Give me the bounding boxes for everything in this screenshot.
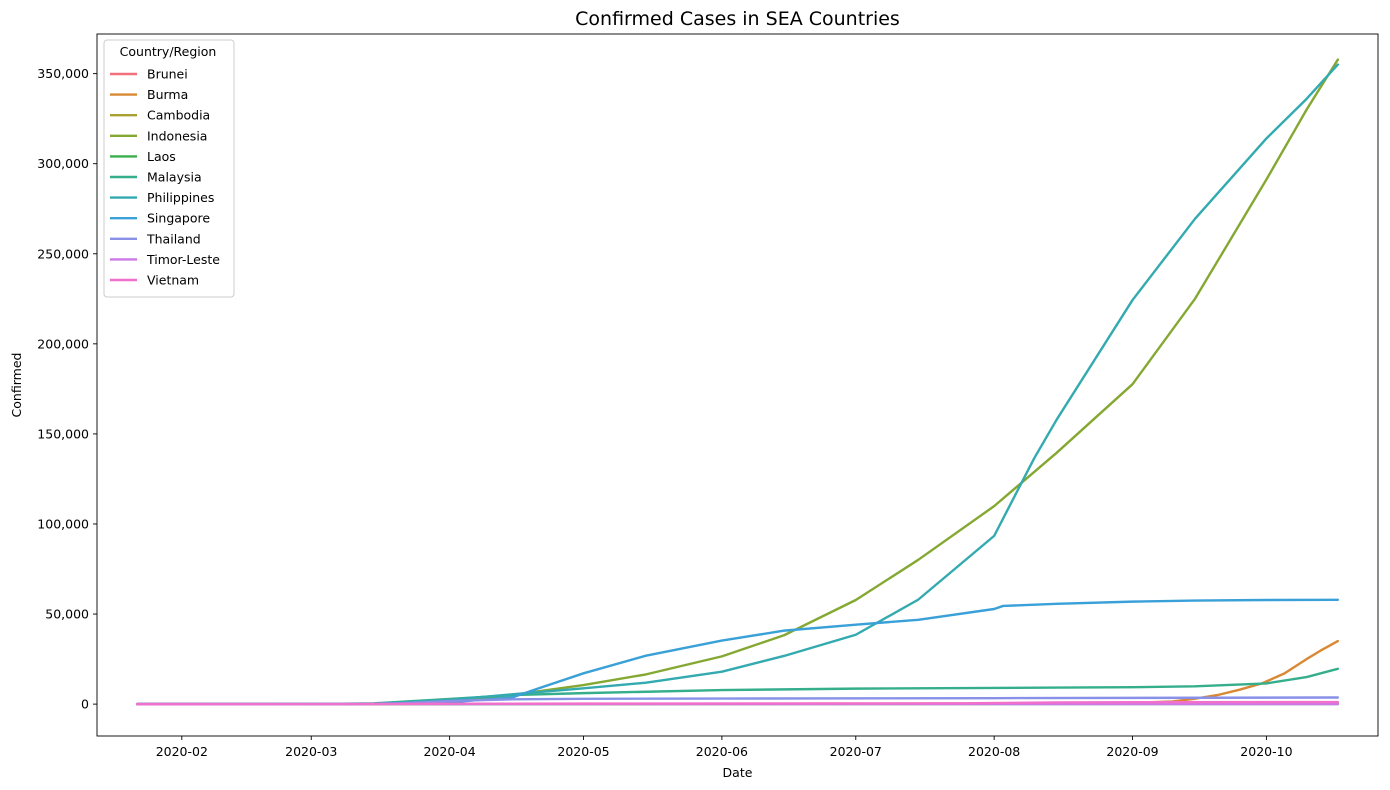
y-tick-label: 250,000 — [37, 246, 89, 261]
x-tick-label: 2020-08 — [968, 744, 1020, 759]
legend-frame — [103, 39, 235, 298]
x-tick-label: 2020-09 — [1106, 744, 1158, 759]
x-tick-label: 2020-04 — [423, 744, 475, 759]
x-tick-label: 2020-07 — [830, 744, 882, 759]
y-tick-label: 100,000 — [37, 516, 89, 531]
series-line-indonesia — [135, 58, 1340, 706]
legend-label-philippines: Philippines — [147, 190, 214, 205]
legend-label-laos: Laos — [147, 149, 176, 164]
x-tick-label: 2020-10 — [1240, 744, 1292, 759]
legend-label-vietnam: Vietnam — [147, 273, 199, 288]
chart-title: Confirmed Cases in SEA Countries — [575, 8, 900, 30]
x-tick-label: 2020-03 — [285, 744, 337, 759]
series-line-singapore — [135, 598, 1340, 706]
legend-label-indonesia: Indonesia — [147, 128, 207, 143]
legend-label-brunei: Brunei — [147, 67, 188, 82]
legend-label-timor-leste: Timor-Leste — [146, 252, 220, 267]
legend-label-thailand: Thailand — [146, 231, 201, 246]
plot-frame — [96, 33, 1379, 737]
y-axis-label: Confirmed — [9, 353, 24, 418]
x-tick-label: 2020-02 — [156, 744, 208, 759]
plot-area — [96, 33, 1379, 737]
x-axis-label: Date — [723, 765, 753, 780]
series-line-philippines — [135, 63, 1340, 706]
series-lines — [135, 58, 1340, 706]
y-tick-label: 150,000 — [37, 426, 89, 441]
x-tick-label: 2020-06 — [696, 744, 748, 759]
legend-label-cambodia: Cambodia — [147, 108, 210, 123]
y-tick-label: 50,000 — [45, 607, 89, 622]
legend-items: Brunei Burma Cambodia Indonesia Laos Malaysia… — [110, 67, 220, 288]
y-axis-ticks: 0 50,000 100,000 150,000 200,000 250,000 300,0… — [37, 66, 97, 712]
legend-label-singapore: Singapore — [147, 211, 210, 226]
y-tick-label: 200,000 — [37, 336, 89, 351]
x-axis-ticks: 2020-02 2020-03 2020-04 2020-05 2020-06 2020-… — [156, 736, 1293, 759]
legend-label-malaysia: Malaysia — [147, 170, 202, 185]
legend: Country/Region Brunei Burma Cambodia Indone… — [103, 39, 235, 298]
y-tick-label: 300,000 — [37, 156, 89, 171]
y-tick-label: 350,000 — [37, 66, 89, 81]
legend-label-burma: Burma — [147, 87, 188, 102]
legend-title: Country/Region — [120, 44, 217, 59]
series-line-vietnam — [135, 700, 1340, 706]
y-tick-label: 0 — [81, 697, 89, 712]
x-tick-label: 2020-05 — [557, 744, 609, 759]
